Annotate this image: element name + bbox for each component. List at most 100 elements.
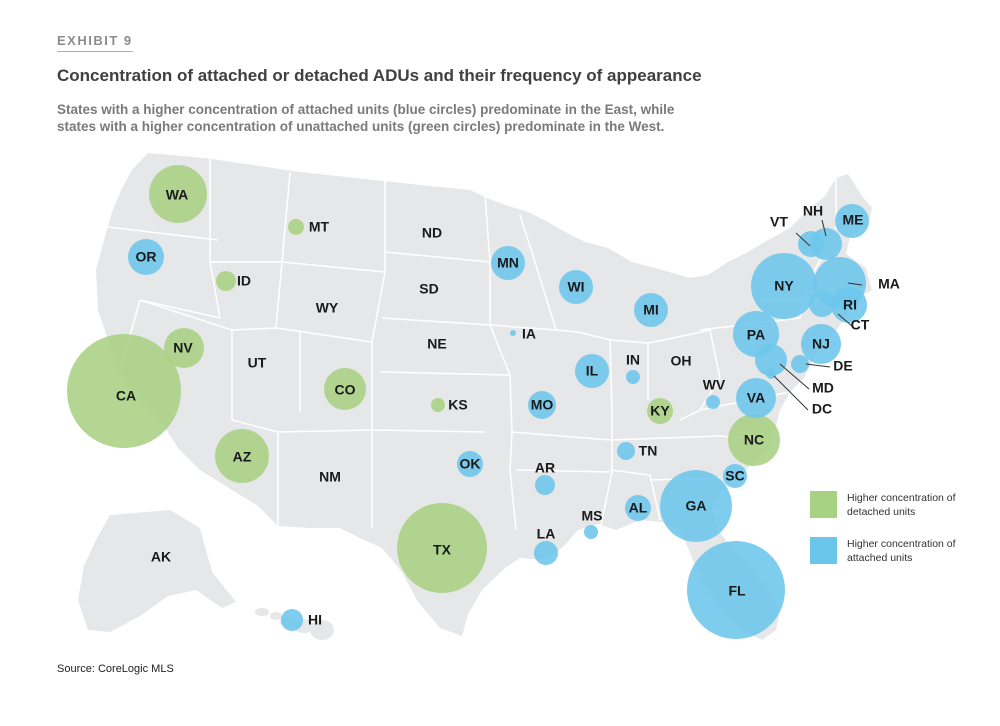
state-label-vt: VT bbox=[770, 214, 788, 230]
state-label-nh: NH bbox=[803, 203, 823, 219]
circle-il bbox=[575, 354, 609, 388]
state-label-wy: WY bbox=[316, 300, 339, 316]
legend-label-attached: Higher concentration of attached units bbox=[847, 538, 956, 564]
state-label-fl: FL bbox=[728, 583, 746, 599]
state-label-ca: CA bbox=[116, 388, 136, 404]
state-label-ok: OK bbox=[460, 456, 481, 472]
state-label-dc: DC bbox=[812, 401, 832, 417]
circle-ks bbox=[431, 398, 445, 412]
circle-co bbox=[324, 368, 366, 410]
circle-ky bbox=[647, 398, 673, 424]
circle-nj bbox=[801, 324, 841, 364]
circle-vt bbox=[798, 231, 824, 257]
subtitle-line-2: states with a higher concentration of un… bbox=[57, 119, 665, 134]
circle-sc bbox=[723, 464, 747, 488]
state-label-ri: RI bbox=[843, 297, 857, 313]
state-label-sc: SC bbox=[725, 468, 744, 484]
legend-label-detached: Higher concentration of detached units bbox=[847, 492, 956, 518]
legend-swatch-attached bbox=[810, 537, 837, 564]
state-label-tx: TX bbox=[433, 542, 452, 558]
leader-line bbox=[773, 375, 809, 411]
state-label-id: ID bbox=[237, 273, 251, 289]
state-circles bbox=[67, 165, 869, 639]
page-title: Concentration of attached or detached AD… bbox=[57, 66, 702, 85]
state-label-va: VA bbox=[747, 390, 765, 406]
leader-line bbox=[847, 282, 863, 286]
state-label-ms: MS bbox=[582, 508, 603, 524]
circle-mi bbox=[634, 293, 668, 327]
circle-ok bbox=[457, 451, 483, 477]
state-label-ia: IA bbox=[522, 326, 536, 342]
leader-line bbox=[821, 219, 827, 237]
state-label-la: LA bbox=[537, 526, 556, 542]
circle-az bbox=[215, 429, 269, 483]
circle-mn bbox=[491, 246, 525, 280]
circle-ms bbox=[584, 525, 598, 539]
state-label-ct: CT bbox=[851, 317, 870, 333]
state-label-wi: WI bbox=[567, 279, 584, 295]
circle-ny bbox=[751, 253, 817, 319]
circle-de bbox=[791, 355, 809, 373]
circle-mt bbox=[288, 219, 304, 235]
state-label-md: MD bbox=[812, 380, 834, 396]
state-label-ne: NE bbox=[427, 336, 446, 352]
circle-hi bbox=[281, 609, 303, 631]
state-label-tn: TN bbox=[639, 443, 658, 459]
circle-tx bbox=[397, 503, 487, 593]
state-label-mn: MN bbox=[497, 255, 519, 271]
circle-in bbox=[626, 370, 640, 384]
state-label-ks: KS bbox=[448, 397, 467, 413]
exhibit-label: EXHIBIT 9 bbox=[57, 33, 133, 52]
state-labels: WA OR CA NV ID MT WY UT CO AZ NM ND SD NE KS OK TX MN IA MO… bbox=[116, 187, 900, 628]
state-label-mi: MI bbox=[643, 302, 659, 318]
state-label-pa: PA bbox=[747, 327, 765, 343]
state-label-ma: MA bbox=[878, 276, 900, 292]
state-label-mt: MT bbox=[309, 219, 330, 235]
state-label-wv: WV bbox=[703, 377, 726, 393]
circle-nv bbox=[164, 328, 204, 368]
page-subtitle: States with a higher concentration of at… bbox=[57, 101, 857, 135]
leader-line bbox=[837, 313, 853, 327]
state-label-in: IN bbox=[626, 352, 640, 368]
state-label-co: CO bbox=[335, 382, 356, 398]
circle-me bbox=[835, 204, 869, 238]
state-label-ak: AK bbox=[151, 549, 171, 565]
state-label-ar: AR bbox=[535, 460, 555, 476]
state-label-nm: NM bbox=[319, 469, 341, 485]
circle-or bbox=[128, 239, 164, 275]
state-label-oh: OH bbox=[671, 353, 692, 369]
legend-swatch-detached bbox=[810, 491, 837, 518]
leader-line bbox=[805, 363, 831, 368]
legend-item-detached: Higher concentration of detached units bbox=[810, 491, 957, 519]
circle-ia bbox=[510, 330, 516, 336]
state-label-ut: UT bbox=[248, 355, 267, 371]
state-label-hi: HI bbox=[308, 612, 322, 628]
state-label-me: ME bbox=[843, 212, 864, 228]
circle-al bbox=[625, 495, 651, 521]
state-label-mo: MO bbox=[531, 397, 554, 413]
circle-wa bbox=[149, 165, 207, 223]
legend-item-attached: Higher concentration of attached units bbox=[810, 537, 957, 565]
leader-line bbox=[795, 232, 811, 247]
circle-ga bbox=[660, 470, 732, 542]
state-label-nv: NV bbox=[173, 340, 193, 356]
circle-nc bbox=[728, 414, 780, 466]
circle-dc bbox=[766, 369, 776, 379]
state-label-nj: NJ bbox=[812, 336, 830, 352]
circle-tn bbox=[617, 442, 635, 460]
state-label-az: AZ bbox=[233, 449, 252, 465]
leader-line bbox=[779, 363, 810, 390]
circle-la bbox=[534, 541, 558, 565]
state-label-ny: NY bbox=[774, 278, 794, 294]
subtitle-line-1: States with a higher concentration of at… bbox=[57, 102, 675, 117]
state-label-sd: SD bbox=[419, 281, 438, 297]
circle-mo bbox=[528, 391, 556, 419]
state-label-wa: WA bbox=[166, 187, 189, 203]
circle-wv bbox=[706, 395, 720, 409]
state-label-nc: NC bbox=[744, 432, 764, 448]
leader-lines bbox=[773, 219, 863, 411]
circle-ca bbox=[67, 334, 181, 448]
state-label-ky: KY bbox=[650, 403, 670, 419]
circle-fl bbox=[687, 541, 785, 639]
